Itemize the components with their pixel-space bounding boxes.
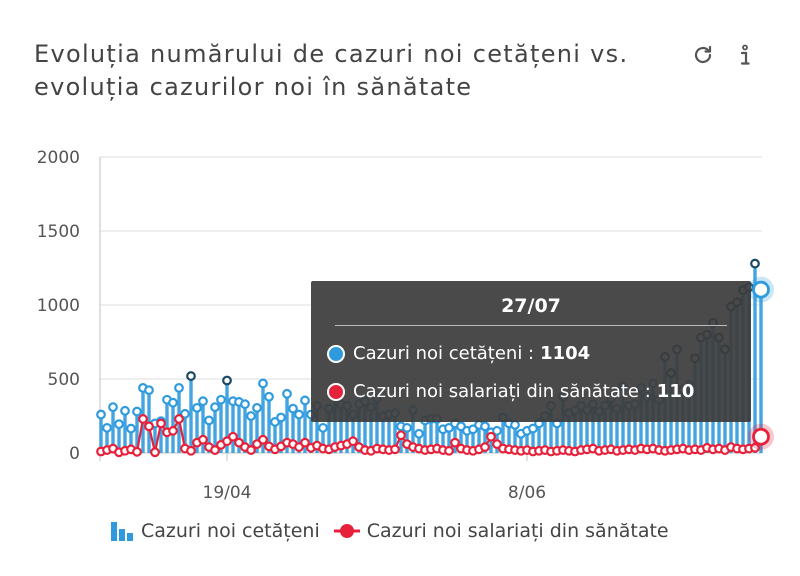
cetateni-point — [300, 395, 310, 406]
cetateni-point — [510, 419, 520, 430]
y-tick-label: 0 — [69, 444, 80, 464]
cetateni-point — [402, 422, 412, 433]
sanatate-point — [444, 445, 454, 456]
cetateni-point — [480, 421, 490, 432]
cetateni-point — [204, 415, 214, 426]
cetateni-point — [492, 425, 502, 436]
cetateni-point — [414, 428, 424, 439]
cetateni-point — [252, 402, 262, 413]
cetateni-point — [120, 405, 130, 416]
cetateni-point — [102, 422, 112, 433]
x-tick-label: 19/04 — [203, 483, 252, 503]
refresh-button[interactable] — [690, 42, 716, 68]
cetateni-point — [294, 409, 304, 420]
cetateni-point — [144, 385, 154, 396]
sanatate-point — [168, 425, 178, 436]
sanatate-point — [486, 431, 496, 442]
sanatate-point — [750, 442, 760, 453]
cetateni-point — [210, 402, 220, 413]
cetateni-point — [168, 397, 178, 408]
cetateni-point — [258, 378, 268, 389]
y-tick-label: 1500 — [37, 222, 80, 242]
cetateni-point — [246, 411, 256, 421]
sanatate-point — [210, 445, 220, 455]
chart-tooltip: 27/07 Cazuri noi cetățeni : 1104 Cazuri … — [311, 281, 751, 422]
cetateni-point — [186, 371, 196, 381]
sanatate-point — [450, 437, 460, 448]
tooltip-value: 1104 — [540, 343, 591, 364]
sanatate-point — [480, 442, 490, 452]
tooltip-label: Cazuri noi salariați din sănătate : — [353, 381, 651, 402]
cetateni-point — [198, 396, 208, 407]
cetateni-point — [222, 375, 232, 386]
tooltip-row-sanatate: Cazuri noi salariați din sănătate : 110 — [327, 381, 694, 402]
sanatate-point — [348, 436, 358, 447]
info-button[interactable] — [732, 42, 758, 68]
series2-dot-icon — [327, 382, 345, 401]
sanatate-point — [246, 445, 256, 455]
sanatate-point — [198, 434, 208, 445]
cetateni-point — [192, 402, 202, 413]
cetateni-point — [240, 399, 250, 410]
series1-dot-icon — [327, 344, 345, 363]
cetateni-point — [282, 388, 292, 399]
tooltip-label: Cazuri noi cetățeni : — [353, 343, 535, 364]
tooltip-value: 110 — [656, 381, 695, 402]
tooltip-row-cetateni: Cazuri noi cetățeni : 1104 — [327, 343, 590, 364]
refresh-icon — [694, 45, 712, 64]
y-tick-label: 1000 — [37, 296, 80, 316]
cetateni-point — [288, 403, 298, 414]
sanatate-point — [390, 444, 400, 455]
cetateni-point — [528, 423, 538, 434]
sanatate-point — [150, 447, 160, 458]
y-tick-label: 2000 — [37, 148, 80, 168]
cetateni-highlight-point — [752, 280, 770, 299]
legend-item-cetateni[interactable]: Cazuri noi cetățeni — [110, 520, 320, 542]
cetateni-point — [132, 406, 142, 417]
dot-icon — [333, 524, 360, 538]
cetateni-point — [216, 394, 226, 405]
sanatate-point — [132, 446, 142, 457]
sanatate-point — [138, 414, 148, 424]
chart-legend: Cazuri noi cetățeni Cazuri noi salariați… — [110, 520, 683, 542]
cetateni-point — [180, 408, 190, 419]
cetateni-point — [126, 423, 136, 434]
cetateni-point — [750, 258, 760, 269]
sanatate-point — [258, 434, 268, 445]
sanatate-point — [156, 418, 166, 429]
cetateni-point — [114, 419, 124, 430]
sanatate-point — [300, 437, 310, 448]
cetateni-point — [174, 382, 184, 393]
sanatate-highlight-point — [752, 427, 770, 446]
chart-title: Evoluția numărului de cazuri noi cetățen… — [34, 40, 629, 101]
legend-label: Cazuri noi cetățeni — [141, 520, 320, 542]
cetateni-point — [108, 402, 118, 413]
cetateni-point — [264, 391, 274, 402]
legend-item-sanatate[interactable]: Cazuri noi salariați din sănătate — [333, 520, 669, 542]
tooltip-divider — [335, 325, 727, 326]
sanatate-point — [144, 421, 154, 432]
cetateni-point — [96, 409, 106, 420]
cetateni-point — [318, 422, 328, 433]
info-icon — [740, 44, 750, 65]
y-tick-label: 500 — [48, 370, 80, 390]
bar-chart-icon — [111, 522, 133, 541]
sanatate-point — [396, 430, 406, 441]
sanatate-point — [174, 414, 184, 424]
sanatate-point — [228, 431, 238, 442]
tooltip-date: 27/07 — [501, 295, 561, 317]
cetateni-point — [276, 412, 286, 423]
chart-toolbar — [690, 42, 758, 68]
legend-label: Cazuri noi salariați din sănătate — [366, 520, 669, 542]
sanatate-point — [186, 445, 196, 456]
x-tick-label: 8/06 — [508, 483, 546, 503]
